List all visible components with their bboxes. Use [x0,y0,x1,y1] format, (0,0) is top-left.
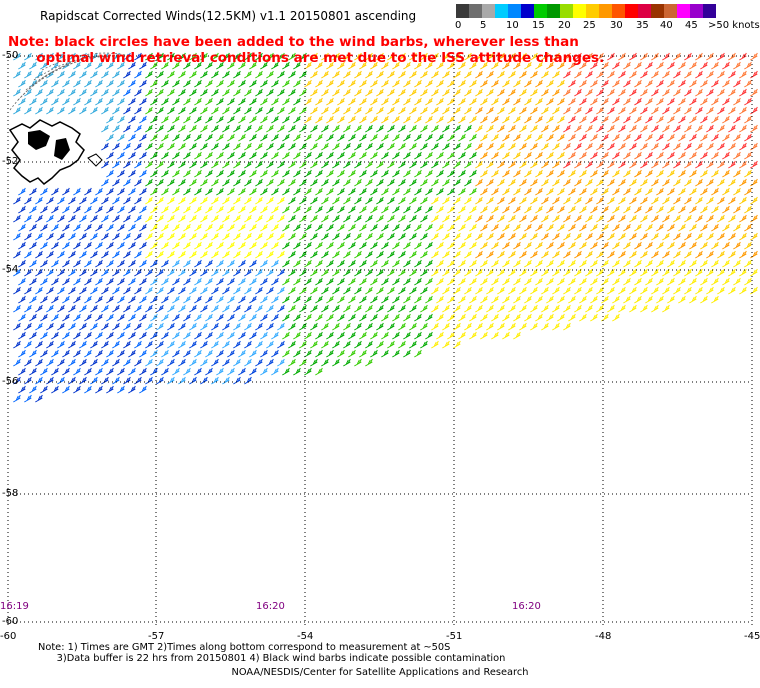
contamination-arc [25,55,111,91]
scale-label: 25 [583,20,596,31]
wind-barb-group [145,259,285,385]
note-line-1: Note: black circles have been added to t… [8,34,579,50]
scale-swatch [521,4,534,18]
time-label: 16:20 [256,601,285,612]
wind-barb-group [145,196,285,259]
scale-label: 15 [532,20,545,31]
falkland-islands-fill [28,130,70,160]
contamination-arc [9,55,91,111]
wind-barb-group [475,52,758,259]
footnote-line-1: Note: 1) Times are GMT 2)Times along bot… [38,642,451,653]
scale-swatch [664,4,677,18]
scale-swatch [547,4,560,18]
wind-barb-group [145,259,285,385]
wind-barb-group [431,196,758,349]
longitude-label: -45 [744,631,760,642]
wind-speed-color-scale [456,4,716,18]
wind-barb-group [563,52,758,169]
latitude-label: -58 [2,488,19,499]
scale-swatch [508,4,521,18]
wind-barb-group [304,52,758,259]
scale-swatch [703,4,716,18]
scale-swatch [495,4,508,18]
wind-barb-group [145,52,477,376]
scale-swatch [573,4,586,18]
wind-barb-group [13,52,147,403]
lat-lon-grid [7,55,753,628]
scale-swatch [638,4,651,18]
footnote-line-2: 3)Data buffer is 22 hrs from 20150801 4)… [38,653,506,664]
credit-line: NOAA/NESDIS/Center for Satellite Applica… [231,667,529,678]
scale-label: 35 [636,20,649,31]
scale-swatch [612,4,625,18]
scale-swatch [625,4,638,18]
scale-label: 10 [506,20,519,31]
wind-speed-scale-labels: 0 5 10 15 20 25 30 35 40 45 >50 knots [450,20,760,34]
longitude-label: -48 [595,631,612,642]
latitude-label: -56 [2,376,19,387]
wind-barb-group [145,52,477,376]
scale-label: 45 [685,20,698,31]
longitude-label: -51 [446,631,463,642]
warning-note: Note: black circles have been added to t… [8,34,604,66]
longitude-label: -60 [0,631,17,642]
scale-swatch [677,4,690,18]
scale-swatch [599,4,612,18]
wind-barb-group [13,52,147,403]
scale-label: 0 [455,20,462,31]
contamination-arc [33,55,121,81]
scale-label: 20 [558,20,571,31]
scale-label: 30 [610,20,623,31]
scale-label: 40 [660,20,673,31]
time-label: 16:19 [0,601,29,612]
scale-swatch [651,4,664,18]
time-label: 16:20 [512,601,541,612]
falkland-islands-coast [8,119,85,185]
island-small [87,153,103,167]
footnotes: Note: 1) Times are GMT 2)Times along bot… [38,642,505,664]
longitude-label: -57 [148,631,165,642]
scale-swatch [456,4,469,18]
wind-barb-group [563,52,758,169]
latitude-label: -54 [2,264,19,275]
scale-label: 5 [480,20,487,31]
scale-swatch [690,4,703,18]
latitude-label: -50 [2,50,19,61]
wind-barb-group [13,52,125,142]
scale-swatch [560,4,573,18]
latitude-label: -60 [2,616,19,627]
scale-swatch [469,4,482,18]
longitude-label: -54 [297,631,314,642]
scale-swatch [586,4,599,18]
note-line-2: optimal wind retrieval conditions are me… [8,50,605,66]
map-title: Rapidscat Corrected Winds(12.5KM) v1.1 2… [40,9,417,23]
latitude-label: -52 [2,156,19,167]
scale-swatch [534,4,547,18]
wind-barbs-layer [9,52,758,403]
scale-swatch [482,4,495,18]
scale-label: >50 knots [708,20,760,31]
